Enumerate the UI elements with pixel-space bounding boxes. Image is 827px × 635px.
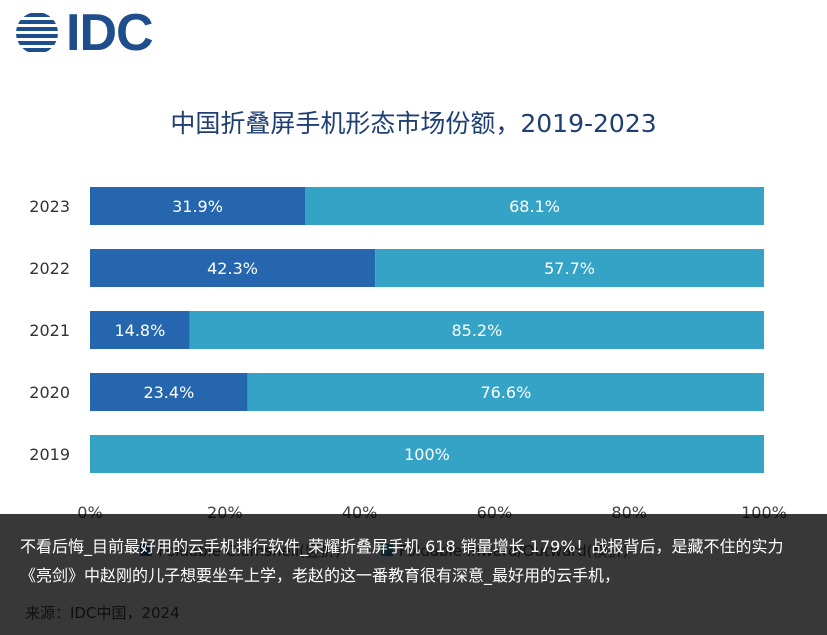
data-label: 57.7% [544, 259, 595, 278]
globe-icon [16, 13, 58, 52]
bar-segment-inward-outward [375, 249, 764, 287]
data-label: 85.2% [451, 321, 502, 340]
category-label: 2022 [29, 259, 70, 278]
data-label: 42.3% [207, 259, 258, 278]
bar-segment-clamshell [90, 187, 306, 225]
bar-segment-inward-outward [90, 435, 764, 473]
data-label: 68.1% [509, 197, 560, 216]
caption-overlay: 不看后悔_目前最好用的云手机排行软件_荣耀折叠屏手机 618 销量增长 179%… [0, 514, 827, 635]
data-label: 100% [404, 445, 450, 464]
logo-text: IDC [66, 4, 154, 62]
bar-segment-inward-outward [305, 187, 764, 225]
bar-segment-clamshell [90, 311, 190, 349]
category-label: 2019 [29, 445, 70, 464]
bar-segment-clamshell [90, 373, 248, 411]
caption-text: 不看后悔_目前最好用的云手机排行软件_荣耀折叠屏手机 618 销量增长 179%… [20, 537, 784, 585]
category-label: 2023 [29, 197, 70, 216]
bar-segment-inward-outward [189, 311, 764, 349]
category-label: 2020 [29, 383, 70, 402]
data-label: 76.6% [480, 383, 531, 402]
bar-segment-inward-outward [247, 373, 764, 411]
data-label: 23.4% [143, 383, 194, 402]
chart-title: 中国折叠屏手机形态市场份额，2019-2023 [170, 109, 657, 138]
data-label: 31.9% [172, 197, 223, 216]
idc-logo: IDC [14, 4, 154, 62]
bar-segment-clamshell [90, 249, 376, 287]
category-label: 2021 [29, 321, 70, 340]
data-label: 14.8% [114, 321, 165, 340]
